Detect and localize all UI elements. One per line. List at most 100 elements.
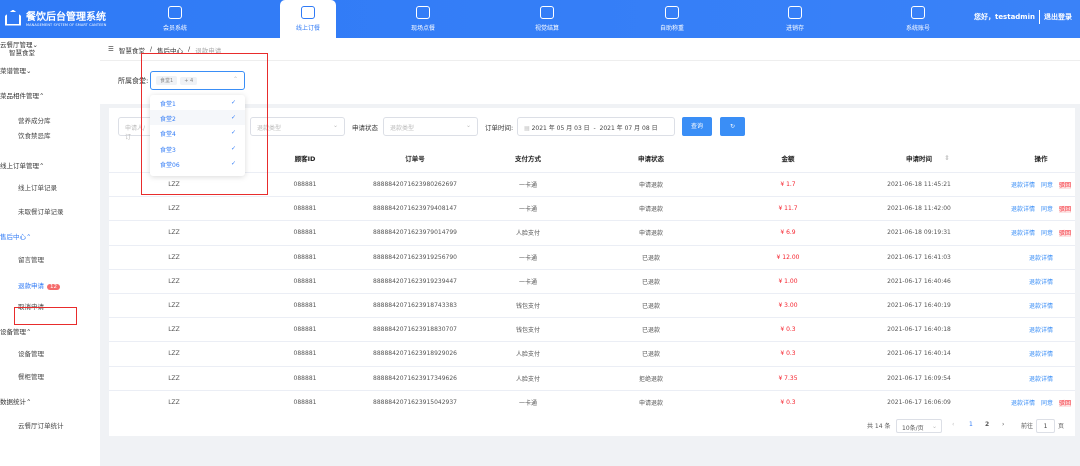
sidebar-group[interactable]: 菜谱管理⌄ (0, 67, 32, 75)
nav-shop[interactable]: 线上订餐 (280, 0, 336, 38)
cell-status: 申请退款 (638, 182, 664, 190)
cell-order: 8888842071623919256790 (373, 253, 457, 261)
sidebar-item[interactable]: 退款申请 12 (0, 280, 100, 290)
cell-order: 8888842071623979408147 (373, 205, 457, 213)
sidebar-group[interactable]: 线上订单管理⌃ (0, 162, 45, 170)
status-select[interactable]: 退款类型 ⌄ (383, 117, 478, 136)
nav-label: 自助称重 (659, 25, 684, 32)
column-header: 操作 (1034, 155, 1048, 163)
nav-eye-scan[interactable]: 视觉结算 (519, 0, 575, 38)
refresh-icon: ↻ (729, 123, 736, 130)
refund-detail-link[interactable]: 退款详情 (1028, 278, 1054, 286)
applicant-search-input[interactable]: 申请人/订 (118, 117, 158, 141)
cell-status: 申请退款 (638, 230, 664, 238)
status-label: 申请状态 (352, 124, 378, 132)
nav-users[interactable]: 系统账号 (890, 0, 946, 38)
refund-type-select[interactable]: 退款类型 ⌄ (250, 117, 345, 136)
sidebar-item[interactable]: 未取餐订单记录 (18, 208, 64, 216)
refresh-button[interactable]: ↻ (720, 117, 745, 136)
prev-page-button[interactable]: ‹ (952, 421, 955, 428)
cell-pay: 一卡通 (518, 254, 538, 262)
cell-time: 2021-06-17 16:40:19 (887, 302, 951, 310)
page-1[interactable]: 1 (969, 421, 973, 428)
table-row: LZZ 088881 8888842071623918830707 钱包支付 已退款 ¥ … (109, 317, 1075, 341)
cell-actions: 退款详情 (1026, 325, 1056, 334)
nav-warehouse[interactable]: 进销存 (767, 0, 823, 38)
sidebar-group[interactable]: 云餐厅管理⌄ (0, 41, 38, 49)
cell-pay: 人脸支付 (515, 230, 541, 238)
table-row: LZZ 088881 8888842071623915042937 一卡通 申请退款 ¥ … (109, 389, 1075, 414)
sidebar-item[interactable]: 餐柜管理 (18, 373, 44, 381)
canteen-label: 所属食堂: (118, 77, 149, 85)
sidebar-group[interactable]: 售后中心⌃ (0, 233, 32, 241)
refund-detail-link[interactable]: 退款详情 (1028, 254, 1054, 262)
cell-time: 2021-06-18 11:42:00 (887, 205, 951, 213)
cell-applicant: LZZ (168, 229, 180, 237)
next-page-button[interactable]: › (1002, 421, 1005, 428)
sidebar-item[interactable]: 设备管理 (18, 350, 44, 358)
chevron-up-icon: ⌃ (232, 76, 238, 83)
reject-link[interactable]: 驳回 (1059, 399, 1072, 407)
refund-detail-link[interactable]: 退款详情 (1010, 230, 1035, 238)
refund-detail-link[interactable]: 退款详情 (1028, 327, 1054, 335)
cell-actions: 退款详情 同意 驳回 (1008, 204, 1074, 214)
eye-scan-icon (540, 6, 554, 19)
chevron-up-icon: ⌃ (39, 92, 45, 100)
chevron-up-icon: ⌃ (26, 328, 32, 336)
refund-detail-link[interactable]: 退款详情 (1028, 303, 1054, 311)
table-row: LZZ 088881 8888842071623919239447 一卡通 已退款 ¥ 1… (109, 268, 1075, 293)
sidebar-item[interactable]: 留言管理 (18, 256, 44, 264)
refund-detail-link[interactable]: 退款详情 (1010, 399, 1035, 407)
goto-page-input[interactable]: 1 (1036, 419, 1055, 433)
refund-detail-link[interactable]: 退款详情 (1010, 182, 1035, 190)
sidebar-title: 智慧食堂 (9, 49, 35, 57)
canteen-select[interactable]: 食堂1 + 4 ⌃ (150, 71, 245, 90)
canteen-option[interactable]: 食堂4 ✓ (160, 129, 236, 139)
canteen-option[interactable]: 食堂3 ✓ (160, 144, 236, 154)
sidebar-group[interactable]: 数据统计⌃ (0, 398, 32, 406)
sidebar-item[interactable]: 营养成分库 (18, 117, 51, 125)
divider (1039, 10, 1040, 24)
canteen-option[interactable]: 食堂1 ✓ (160, 99, 236, 108)
reject-link[interactable]: 驳回 (1059, 206, 1072, 214)
agree-link[interactable]: 同意 (1040, 182, 1054, 190)
logout-button[interactable]: 退出登录 (1044, 13, 1072, 21)
canteen-option[interactable]: 食堂06 ✓ (160, 159, 236, 169)
cell-amount: ¥ 6.9 (780, 229, 796, 237)
nav-scale[interactable]: 自助称重 (644, 0, 700, 38)
refund-detail-link[interactable]: 退款详情 (1010, 206, 1035, 214)
refund-detail-link[interactable]: 退款详情 (1028, 351, 1054, 359)
agree-link[interactable]: 同意 (1040, 399, 1054, 407)
reject-link[interactable]: 驳回 (1059, 182, 1072, 190)
column-header: 申请状态 (638, 155, 664, 163)
nav-diamond[interactable]: 会员系统 (147, 0, 203, 38)
canteen-option[interactable]: 食堂2 ✓ (150, 110, 245, 126)
agree-link[interactable]: 同意 (1040, 230, 1054, 238)
column-header[interactable]: 申请时间 (906, 155, 932, 163)
menu-toggle-icon[interactable]: ☰ (108, 45, 114, 53)
column-header: 支付方式 (515, 155, 541, 163)
date-range-picker[interactable]: ▦ 2021 年 05 月 03 日 - 2021 年 07 月 08 日 (517, 117, 675, 136)
sidebar-item[interactable]: 云餐厅订单统计 (18, 422, 64, 430)
sidebar-group[interactable]: 设备管理⌃ (0, 328, 32, 336)
breadcrumb-current: 退款申请 (195, 47, 222, 55)
refund-detail-link[interactable]: 退款详情 (1028, 375, 1054, 383)
cell-order: 8888842071623919239447 (373, 277, 457, 285)
nav-label: 系统账号 (905, 25, 930, 32)
nav-dish[interactable]: 现场点餐 (395, 0, 451, 38)
breadcrumb-item[interactable]: 售后中心 (157, 47, 184, 55)
breadcrumb-item[interactable]: 智慧食堂 (118, 47, 145, 55)
sort-icon[interactable]: ⇕ (944, 154, 950, 162)
sidebar-item[interactable]: 线上订单记录 (18, 184, 57, 192)
page-2[interactable]: 2 (985, 421, 990, 428)
reject-link[interactable]: 驳回 (1059, 230, 1072, 238)
query-button[interactable]: 查询 (682, 117, 712, 136)
page-size-select[interactable]: 10条/页 ⌄ (896, 419, 942, 433)
table-row: LZZ 088881 8888842071623918929026 人脸支付 已退款 ¥ … (109, 341, 1075, 365)
page-unit: 页 (1058, 423, 1065, 430)
sidebar-item[interactable]: 饮食禁忌库 (18, 132, 51, 140)
column-header: 订单号 (405, 155, 425, 163)
sidebar-group[interactable]: 菜品相件管理⌃ (0, 92, 45, 100)
cell-order: 8888842071623915042937 (373, 398, 457, 406)
agree-link[interactable]: 同意 (1040, 206, 1054, 214)
